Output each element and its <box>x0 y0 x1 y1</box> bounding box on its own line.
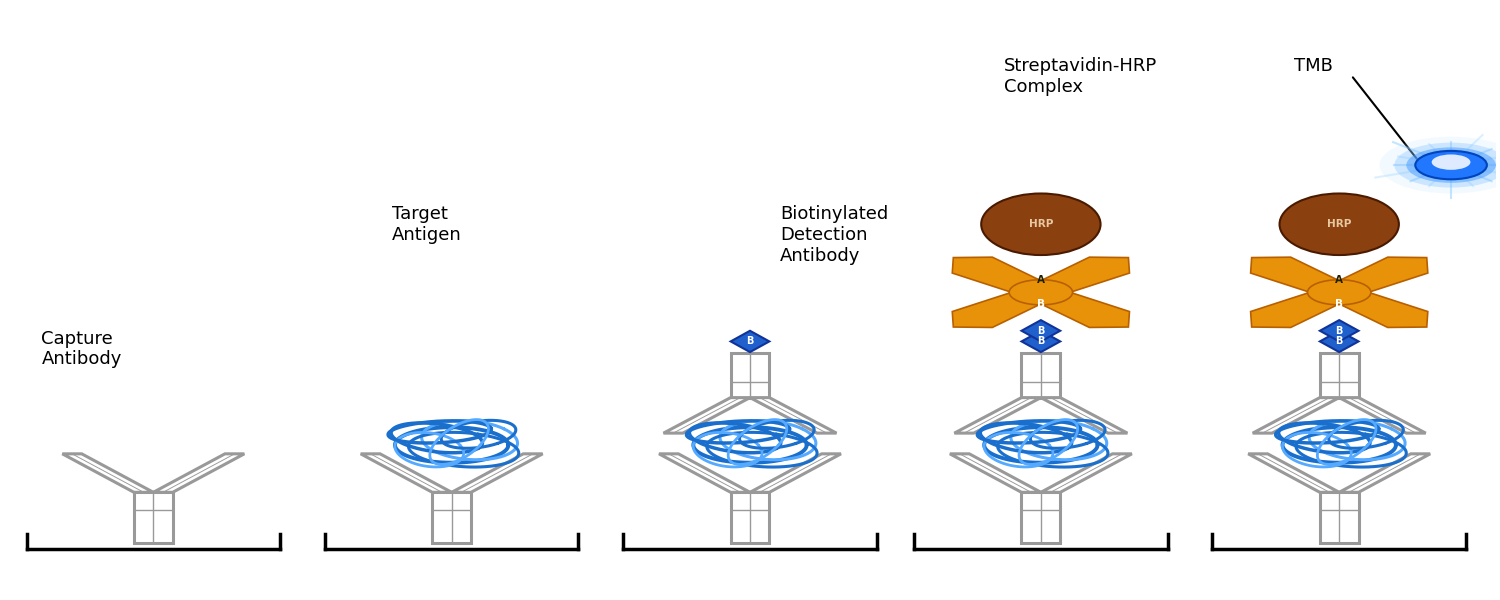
Polygon shape <box>1340 398 1425 433</box>
Polygon shape <box>1028 287 1130 328</box>
Polygon shape <box>1320 353 1359 398</box>
Polygon shape <box>452 454 543 492</box>
Polygon shape <box>432 492 471 542</box>
Text: B: B <box>1036 337 1044 346</box>
Polygon shape <box>1320 320 1359 341</box>
Polygon shape <box>1320 331 1359 352</box>
Ellipse shape <box>981 193 1101 255</box>
Text: HRP: HRP <box>1328 219 1352 229</box>
Polygon shape <box>1041 398 1128 433</box>
Polygon shape <box>730 331 770 352</box>
Polygon shape <box>950 454 1041 492</box>
Polygon shape <box>63 454 153 492</box>
Circle shape <box>1380 137 1500 193</box>
Text: B: B <box>1335 337 1342 346</box>
Circle shape <box>1416 151 1486 179</box>
Polygon shape <box>952 287 1054 328</box>
Text: A: A <box>1036 275 1046 286</box>
Text: B: B <box>1335 326 1342 336</box>
Text: A: A <box>1335 275 1342 286</box>
Text: HRP: HRP <box>1029 219 1053 229</box>
Polygon shape <box>1022 320 1060 341</box>
Polygon shape <box>750 454 842 492</box>
Polygon shape <box>952 257 1054 298</box>
Polygon shape <box>1248 454 1340 492</box>
Polygon shape <box>750 398 837 433</box>
Circle shape <box>1407 148 1496 183</box>
Text: Target
Antigen: Target Antigen <box>392 205 462 244</box>
Polygon shape <box>1022 492 1060 542</box>
Polygon shape <box>1320 492 1359 542</box>
Circle shape <box>1010 280 1072 305</box>
Text: Capture
Antibody: Capture Antibody <box>42 329 122 368</box>
Text: Streptavidin-HRP
Complex: Streptavidin-HRP Complex <box>1004 58 1156 96</box>
Polygon shape <box>153 454 244 492</box>
Polygon shape <box>1326 287 1428 328</box>
Polygon shape <box>1041 454 1132 492</box>
Polygon shape <box>730 492 770 542</box>
Polygon shape <box>134 492 172 542</box>
Polygon shape <box>1251 257 1353 298</box>
Polygon shape <box>954 398 1041 433</box>
Text: TMB: TMB <box>1294 58 1334 76</box>
Text: B: B <box>1036 299 1046 309</box>
Circle shape <box>1395 143 1500 188</box>
Polygon shape <box>1028 257 1130 298</box>
Circle shape <box>1308 280 1371 305</box>
Polygon shape <box>1252 398 1340 433</box>
Text: B: B <box>1335 299 1342 309</box>
Polygon shape <box>730 353 770 398</box>
Polygon shape <box>663 398 750 433</box>
Polygon shape <box>1340 454 1430 492</box>
Polygon shape <box>1251 287 1353 328</box>
Polygon shape <box>658 454 750 492</box>
Text: Biotinylated
Detection
Antibody: Biotinylated Detection Antibody <box>780 205 888 265</box>
Text: B: B <box>1036 326 1044 336</box>
Circle shape <box>1431 154 1470 170</box>
Polygon shape <box>360 454 452 492</box>
Polygon shape <box>1022 353 1060 398</box>
Text: B: B <box>747 337 753 346</box>
Ellipse shape <box>1280 193 1400 255</box>
Polygon shape <box>1022 331 1060 352</box>
Polygon shape <box>1326 257 1428 298</box>
